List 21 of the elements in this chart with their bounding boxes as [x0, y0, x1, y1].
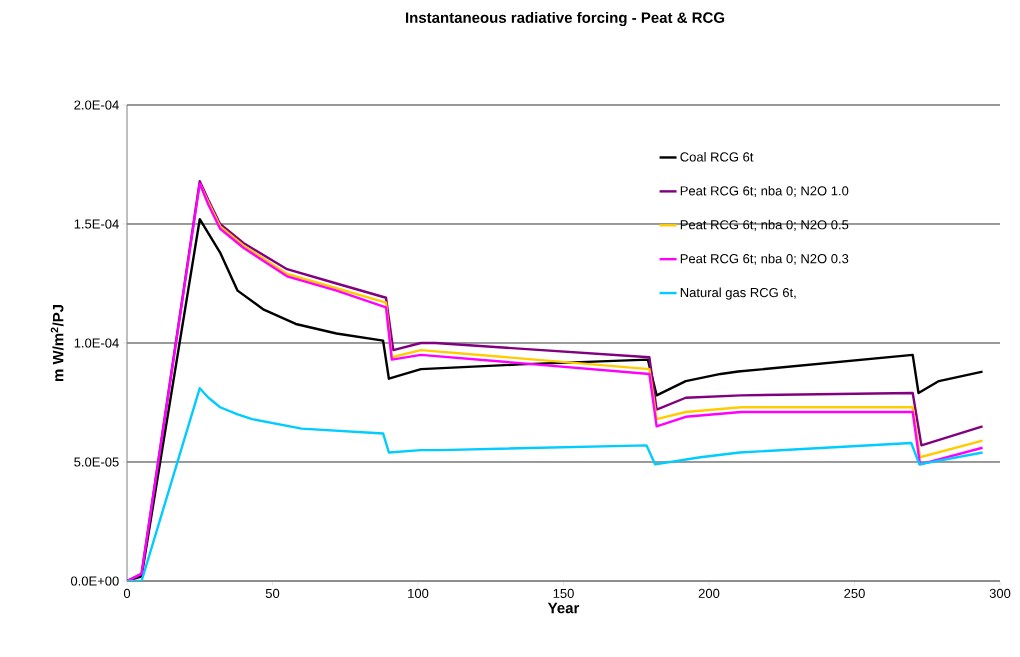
y-axis-title: m W/m$^{2}$/PJ [50, 305, 64, 382]
x-tick-label: 300 [989, 588, 1011, 598]
chart-title: Instantaneous radiative forcing - Peat & RCG [405, 11, 725, 27]
x-axis-title: Year [547, 602, 580, 614]
y-tick-label: 5.0E-05 [74, 457, 119, 467]
y-tick-label: 2.0E-04 [74, 100, 119, 110]
y-tick-label: 1.5E-04 [74, 219, 119, 229]
legend-label: Peat RCG 6t; nba 0; N2O 0.5 [680, 219, 849, 231]
x-tick-label: 250 [844, 588, 865, 598]
x-tick-label: 100 [408, 588, 429, 598]
x-tick-label: 50 [265, 588, 280, 598]
legend-label: Peat RCG 6t; nba 0; N2O 1.0 [680, 185, 849, 197]
legend-label: Coal RCG 6t [680, 152, 754, 162]
legend-label: Natural gas RCG 6t, [680, 287, 796, 300]
line-series [127, 387, 984, 581]
x-tick-label: 150 [553, 588, 574, 598]
y-tick-label: 0.0E+00 [70, 576, 119, 586]
x-tick-label: 0 [123, 588, 131, 598]
legend-label: Peat RCG 6t; nba 0; N2O 0.3 [680, 253, 849, 265]
y-tick-label: 1.0E-04 [74, 338, 119, 348]
x-tick-label: 200 [698, 588, 720, 598]
